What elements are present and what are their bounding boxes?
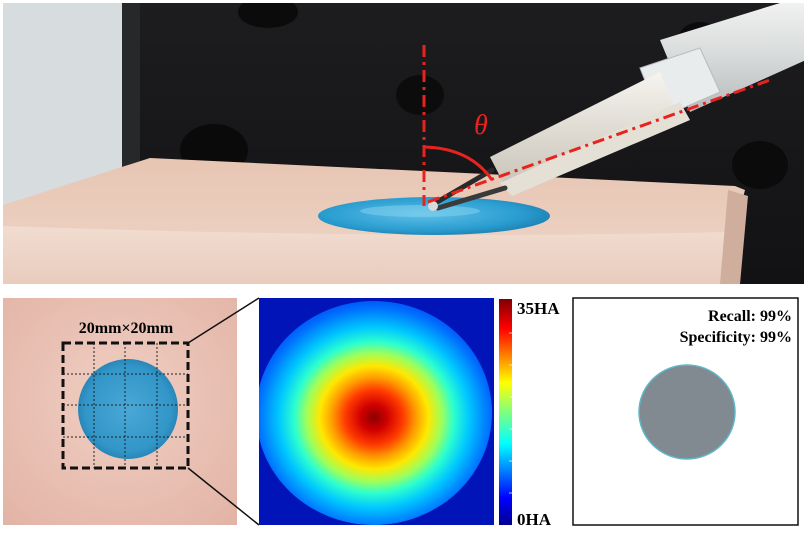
hardness-heatmap [259, 298, 494, 525]
phantom-block-side [720, 190, 748, 284]
panel-hole [732, 141, 788, 189]
probe-tip [428, 201, 438, 211]
segmentation-panel: Recall: 99% Specificity: 99% [572, 297, 799, 526]
colorbar-min-label: 0HA [517, 510, 552, 529]
roi-size-label: 20mm×20mm [79, 320, 174, 337]
probe-needle [429, 167, 495, 208]
colorbar-gradient [499, 299, 512, 525]
gel-pool [318, 197, 550, 235]
roi-grid [63, 343, 188, 468]
colorbar-max-label: 35HA [517, 299, 560, 318]
angle-theta-label: θ [474, 110, 488, 141]
probe-needle [435, 185, 508, 211]
top-photo: θ [3, 3, 804, 284]
phantom-top-view: 20mm×20mm [3, 298, 237, 525]
probe-axis-line [427, 78, 771, 204]
gel-highlight [360, 205, 480, 217]
panel-hole [238, 3, 298, 28]
probe-body [490, 72, 676, 186]
left-wall [3, 3, 122, 220]
recall-label: Recall: 99% [708, 308, 792, 325]
zoom-line-bottom [187, 467, 260, 526]
angle-arc [423, 145, 494, 181]
zoom-line-top [187, 297, 260, 344]
heatmap-hotspot [259, 301, 492, 525]
gel-spot [78, 359, 178, 459]
segmentation-mask [638, 364, 736, 460]
phantom-block-front [3, 226, 728, 284]
wall-edge [122, 3, 140, 198]
specificity-label: Specificity: 99% [680, 329, 792, 346]
panel-hole [396, 75, 444, 115]
colorbar: 35HA 0HA [499, 299, 560, 529]
